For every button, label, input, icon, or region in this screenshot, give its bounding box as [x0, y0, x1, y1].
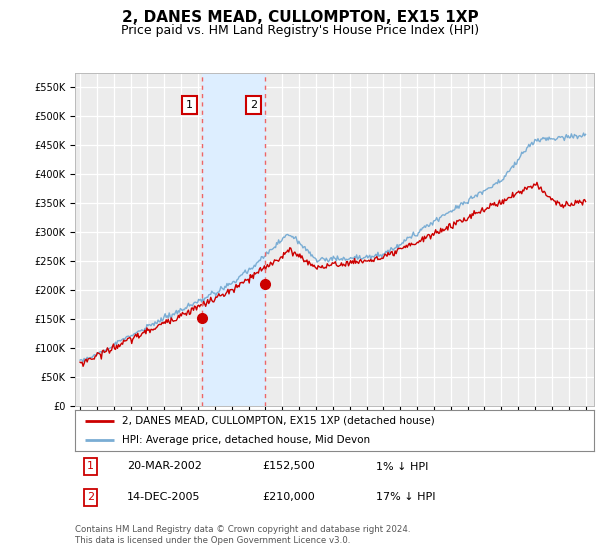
Text: 1% ↓ HPI: 1% ↓ HPI	[376, 461, 428, 472]
Text: 17% ↓ HPI: 17% ↓ HPI	[376, 492, 436, 502]
Text: 1: 1	[87, 461, 94, 472]
Text: 20-MAR-2002: 20-MAR-2002	[127, 461, 202, 472]
Text: 14-DEC-2005: 14-DEC-2005	[127, 492, 200, 502]
Text: 2: 2	[250, 100, 257, 110]
Bar	[202, 73, 265, 406]
Text: 2, DANES MEAD, CULLOMPTON, EX15 1XP: 2, DANES MEAD, CULLOMPTON, EX15 1XP	[122, 10, 478, 25]
Text: 2: 2	[87, 492, 94, 502]
Text: 1: 1	[186, 100, 193, 110]
Text: Contains HM Land Registry data © Crown copyright and database right 2024.
This d: Contains HM Land Registry data © Crown c…	[75, 525, 410, 545]
Text: £210,000: £210,000	[262, 492, 314, 502]
Text: HPI: Average price, detached house, Mid Devon: HPI: Average price, detached house, Mid …	[122, 435, 370, 445]
Text: Price paid vs. HM Land Registry's House Price Index (HPI): Price paid vs. HM Land Registry's House …	[121, 24, 479, 36]
Text: £152,500: £152,500	[262, 461, 314, 472]
Text: 2, DANES MEAD, CULLOMPTON, EX15 1XP (detached house): 2, DANES MEAD, CULLOMPTON, EX15 1XP (det…	[122, 416, 434, 426]
